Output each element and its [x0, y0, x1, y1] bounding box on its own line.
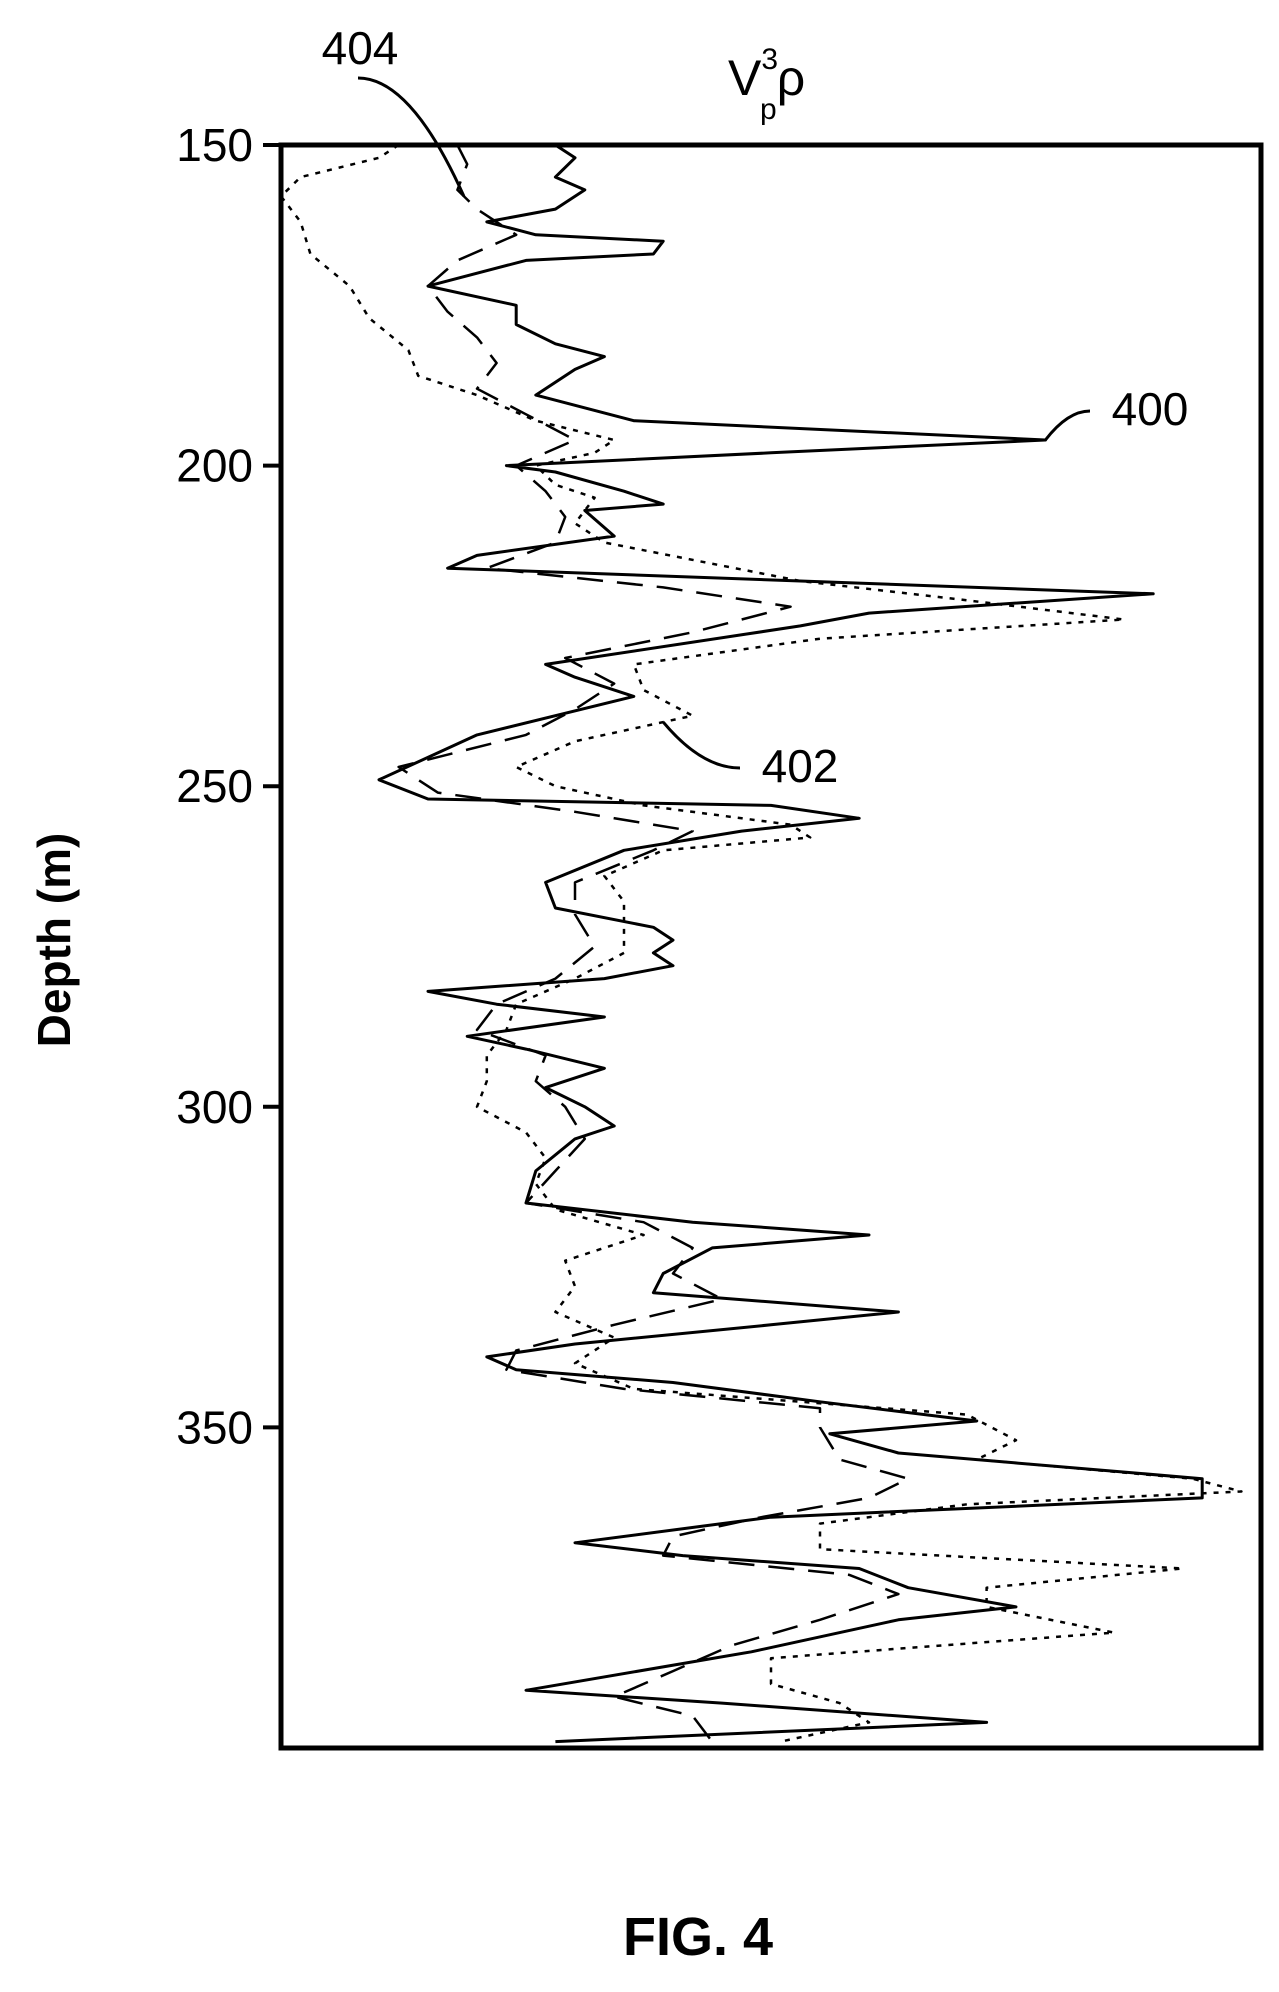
chart-title: V3 pρ: [728, 43, 805, 126]
y-tick-label: 350: [176, 1401, 253, 1453]
series-line-402: [279, 143, 1243, 1743]
callout-label-402: 402: [762, 740, 839, 792]
y-tick-label: 200: [176, 440, 253, 492]
callout-leader-402: [662, 721, 741, 770]
title-base: V: [728, 50, 762, 106]
title-suffix: ρ: [777, 50, 805, 106]
y-tick-label: 300: [176, 1081, 253, 1133]
title-subscript: p: [760, 93, 777, 126]
callout-leader-404: [357, 76, 466, 197]
callout-label-404: 404: [322, 22, 399, 74]
y-tick-label: 250: [176, 760, 253, 812]
callout-layer: 400 402 404: [322, 22, 1189, 792]
callout-label-400: 400: [1112, 383, 1189, 435]
y-axis: 150 200 250 300 350: [176, 119, 281, 1453]
series-layer: [279, 143, 1243, 1744]
plot-frame: [278, 142, 1264, 1751]
callout-leader-400: [1044, 409, 1091, 441]
title-superscript: 3: [761, 43, 778, 76]
figure-label: FIG. 4: [623, 1907, 773, 1967]
series-line-404: [397, 144, 910, 1743]
y-axis-label: Depth (m): [28, 833, 80, 1048]
y-tick-label: 150: [176, 119, 253, 171]
series-line-400: [377, 143, 1204, 1744]
